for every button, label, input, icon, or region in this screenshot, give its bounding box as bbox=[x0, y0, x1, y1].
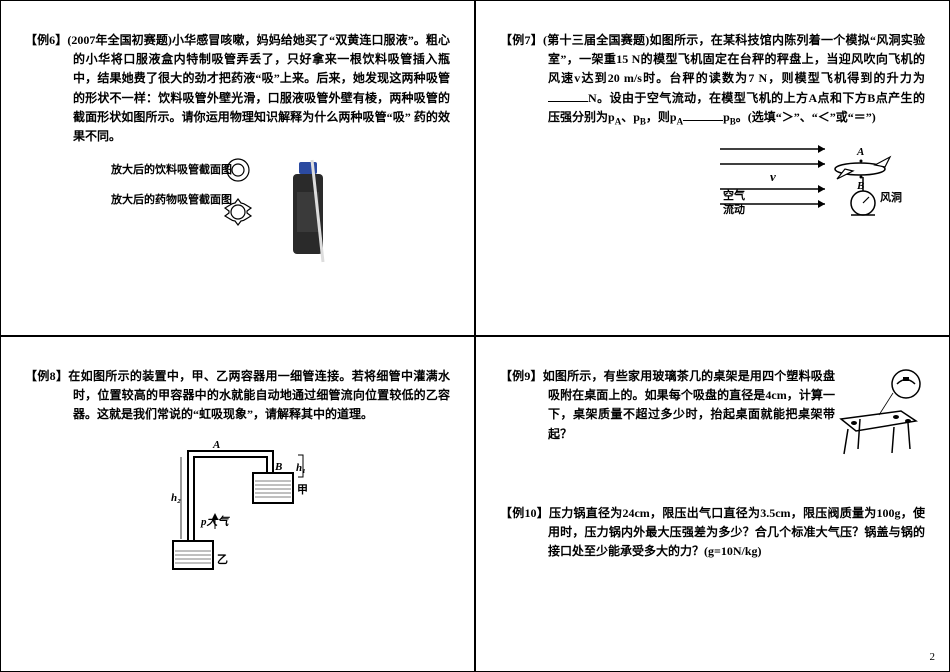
ex9-text: 如图所示，有些家用玻璃茶几的桌架是用四个塑料吸盘吸附在桌面上的。如果每个吸盘的直… bbox=[543, 369, 835, 441]
ex8-fig-yi: 乙 bbox=[217, 553, 228, 566]
ex8-fig-jia: 甲 bbox=[297, 483, 308, 496]
svg-text:A: A bbox=[856, 146, 864, 158]
ex10-text: 压力锅直径为24cm，限压出气口直径为3.5cm，限压阀质量为100g，使用时，… bbox=[548, 506, 925, 558]
problem-ex10: 【例10】压力锅直径为24cm，限压出气口直径为3.5cm，限压阀质量为100g… bbox=[500, 504, 925, 562]
ex6-fig-label1: 放大后的饮料吸管截面图 bbox=[111, 161, 232, 177]
problem-ex7: 【例7】(第十三届全国赛题)如图所示，在某科技馆内陈列着一个模拟“风洞实验室”，… bbox=[500, 31, 925, 129]
ex7-text-3: ，则p bbox=[646, 110, 677, 124]
ex8-fig-h2: h₂ bbox=[171, 492, 181, 504]
ex7-source: (第十三届全国赛题) bbox=[543, 33, 649, 47]
cell-ex6: 【例6】(2007年全国初赛题)小华感冒咳嗽，妈妈给她买了“双黄连口服液”。粗心… bbox=[0, 0, 475, 336]
ex8-fig-a: A bbox=[212, 439, 220, 451]
ex7-blank1 bbox=[548, 90, 588, 102]
ex7-label: 【例7】 bbox=[500, 33, 543, 47]
ex8-fig-b: B bbox=[274, 461, 282, 473]
ex6-source: (2007年全国初赛题) bbox=[67, 33, 172, 47]
ex6-figure: 放大后的饮料吸管截面图 放大后的药物吸管截面图 bbox=[25, 152, 450, 272]
ex7-svg: v A B 空气 bbox=[715, 139, 905, 229]
ex7-blank2 bbox=[683, 109, 723, 121]
ex7-fig-tunnel: 风洞 bbox=[880, 190, 902, 204]
page-number: 2 bbox=[930, 651, 936, 663]
ex10-label: 【例10】 bbox=[500, 506, 549, 520]
ex9-svg bbox=[831, 369, 931, 459]
ex7-fig-air: 空气 bbox=[723, 188, 745, 202]
ex7-figure: v A B 空气 bbox=[500, 139, 925, 229]
ex6-text: 小华感冒咳嗽，妈妈给她买了“双黄连口服液”。粗心的小华将口服液盒内特制吸管弄丢了… bbox=[73, 33, 450, 143]
problem-ex8: 【例8】在如图所示的装置中，甲、乙两容器用一细管连接。若将细管中灌满水时，位置较… bbox=[25, 367, 450, 425]
page-grid: 【例6】(2007年全国初赛题)小华感冒咳嗽，妈妈给她买了“双黄连口服液”。粗心… bbox=[0, 0, 950, 672]
ex9-label: 【例9】 bbox=[500, 369, 543, 383]
ex7-sub-a1: A bbox=[615, 116, 622, 126]
ex7-fig-v: v bbox=[770, 169, 776, 184]
cell-ex7: 【例7】(第十三届全国赛题)如图所示，在某科技馆内陈列着一个模拟“风洞实验室”，… bbox=[475, 0, 950, 336]
cell-ex9-10: 【例9】如图所示，有些家用玻璃茶几的桌架是用四个塑料吸盘吸附在桌面上的。如果每个… bbox=[475, 336, 950, 672]
ex7-fig-flow: 流动 bbox=[723, 202, 745, 216]
ex6-fig-label2: 放大后的药物吸管截面图 bbox=[111, 191, 232, 207]
ex8-fig-h1: h₁ bbox=[296, 462, 306, 474]
ex8-text: 在如图所示的装置中，甲、乙两容器用一细管连接。若将细管中灌满水时，位置较高的甲容… bbox=[68, 369, 450, 421]
ex8-figure: A B h₁ h₂ p大气 甲 乙 bbox=[25, 433, 450, 573]
ex8-label: 【例8】 bbox=[25, 369, 68, 383]
cell-ex8: 【例8】在如图所示的装置中，甲、乙两容器用一细管连接。若将细管中灌满水时，位置较… bbox=[0, 336, 475, 672]
ex9-figure bbox=[831, 369, 931, 464]
problem-ex6: 【例6】(2007年全国初赛题)小华感冒咳嗽，妈妈给她买了“双黄连口服液”。粗心… bbox=[25, 31, 450, 146]
ex8-svg: A B h₁ h₂ p大气 甲 乙 bbox=[153, 433, 323, 573]
ex6-label: 【例6】 bbox=[25, 33, 67, 47]
ex7-text-4: 。(选填“＞”、“＜”或“＝”) bbox=[736, 110, 876, 124]
